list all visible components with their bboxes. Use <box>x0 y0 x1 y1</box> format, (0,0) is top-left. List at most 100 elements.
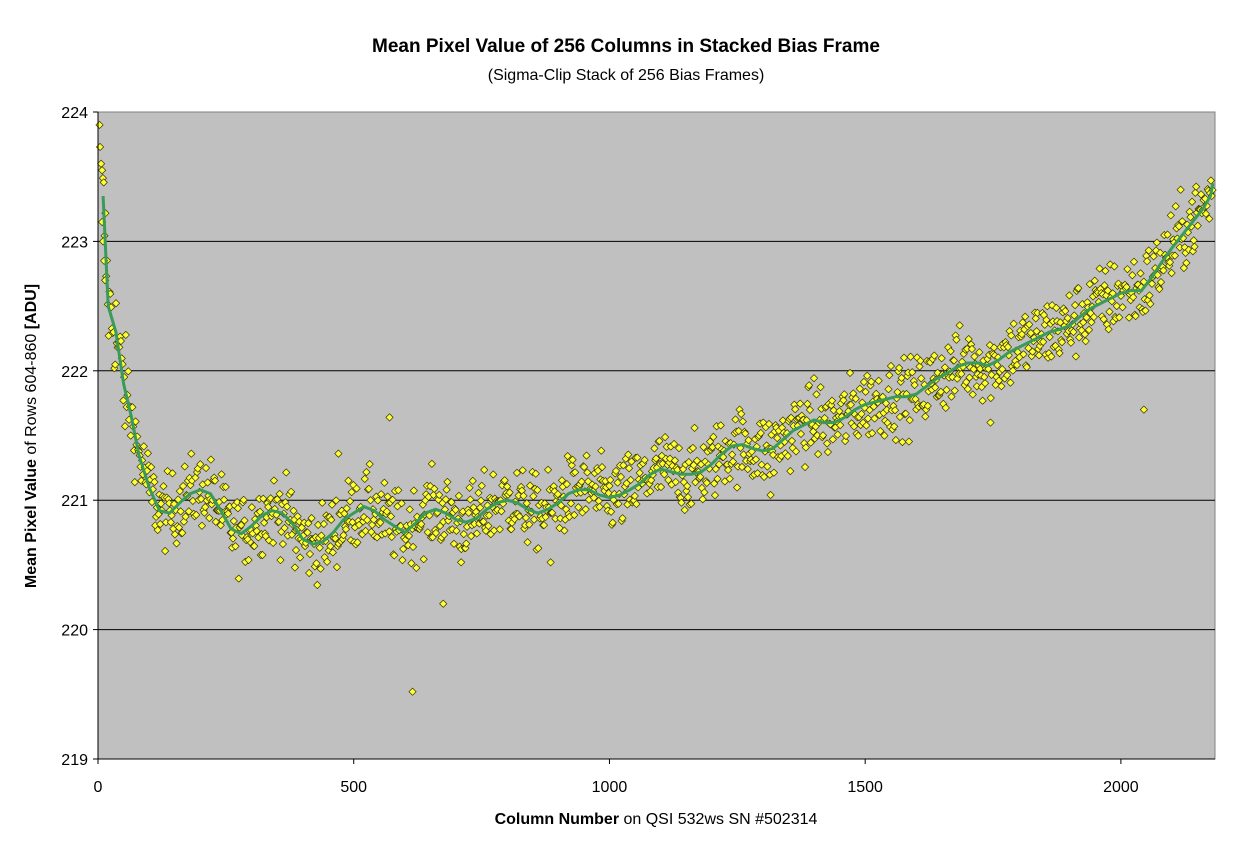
data-point <box>1118 303 1127 312</box>
data-point <box>289 506 298 515</box>
data-point <box>206 455 216 464</box>
data-point <box>468 476 477 485</box>
data-point <box>579 462 589 472</box>
data-point <box>462 539 471 548</box>
data-point <box>467 531 476 541</box>
data-point <box>809 374 819 383</box>
data-point <box>690 423 699 432</box>
data-point <box>175 487 184 496</box>
data-point <box>870 414 879 423</box>
data-point <box>801 443 810 452</box>
data-point <box>608 518 617 527</box>
data-point <box>1141 306 1150 315</box>
data-point <box>385 413 394 422</box>
data-point <box>1131 311 1140 321</box>
data-point <box>714 442 723 451</box>
data-point <box>1101 266 1110 275</box>
data-point <box>595 502 604 511</box>
data-point <box>1136 269 1145 278</box>
data-point <box>331 534 340 543</box>
data-point <box>713 474 722 483</box>
data-point <box>898 437 907 447</box>
data-point <box>1081 337 1090 346</box>
data-point <box>850 422 859 431</box>
y-axis-label-mid: of Rows 604-860 <box>23 329 40 459</box>
data-point <box>203 478 212 487</box>
data-point <box>688 443 698 453</box>
data-point <box>1032 327 1041 336</box>
data-point <box>664 475 673 485</box>
data-point <box>1034 351 1044 360</box>
data-point <box>1042 315 1051 324</box>
data-point <box>1144 246 1153 255</box>
data-point <box>1047 352 1056 361</box>
data-point <box>1028 347 1037 356</box>
data-point <box>168 469 177 478</box>
data-point <box>96 159 106 168</box>
data-point <box>130 478 139 487</box>
data-point <box>683 481 692 491</box>
data-point <box>304 519 313 528</box>
data-point <box>1166 211 1175 220</box>
data-point <box>373 496 382 505</box>
data-point <box>813 431 822 440</box>
data-point <box>1065 291 1074 300</box>
y-tick-label: 223 <box>61 234 88 251</box>
x-tick-label: 1500 <box>847 779 883 796</box>
data-point <box>955 321 964 330</box>
data-point <box>1061 306 1070 316</box>
data-point <box>684 458 693 467</box>
data-point <box>656 482 666 492</box>
data-point <box>791 405 800 414</box>
data-point <box>1159 266 1168 275</box>
data-point <box>332 563 342 572</box>
data-point <box>338 535 347 544</box>
data-point <box>1019 350 1028 359</box>
data-point <box>1156 278 1166 287</box>
data-point <box>646 487 655 496</box>
data-point <box>342 504 351 513</box>
data-point <box>312 559 321 568</box>
data-point <box>800 462 810 472</box>
y-axis-label: Mean Pixel Value of Rows 604-860 [ADU] <box>23 284 40 588</box>
data-point <box>1170 251 1179 260</box>
data-point <box>738 417 747 426</box>
data-point <box>756 428 765 438</box>
data-point <box>839 396 848 405</box>
data-point <box>1129 257 1139 266</box>
data-point <box>963 384 972 394</box>
x-axis-label-bold: Column Number <box>495 811 619 828</box>
data-point <box>274 517 283 526</box>
data-point <box>891 435 900 445</box>
data-point <box>747 447 756 456</box>
data-point <box>484 521 493 530</box>
data-point <box>923 401 932 410</box>
data-point <box>174 523 184 532</box>
data-point <box>895 363 904 373</box>
data-point <box>184 507 193 516</box>
data-point <box>885 371 894 380</box>
x-tick-label: 2000 <box>1103 779 1139 796</box>
data-point <box>1080 330 1089 339</box>
y-tick-label: 219 <box>61 752 88 769</box>
data-point <box>581 505 590 514</box>
data-point <box>1174 222 1184 231</box>
data-point <box>541 512 550 522</box>
data-point <box>760 472 769 482</box>
data-point <box>275 489 284 499</box>
data-point <box>430 484 439 493</box>
data-point <box>219 495 229 504</box>
data-point <box>651 454 661 463</box>
data-point <box>1123 265 1132 274</box>
data-point <box>901 409 910 418</box>
data-point <box>1178 217 1187 226</box>
data-point <box>869 402 878 411</box>
data-point <box>345 497 355 506</box>
data-point <box>953 374 962 383</box>
data-point <box>570 510 579 520</box>
data-point <box>835 407 844 416</box>
trend-line <box>101 182 1215 546</box>
data-point <box>725 474 734 483</box>
data-point <box>1079 318 1088 327</box>
